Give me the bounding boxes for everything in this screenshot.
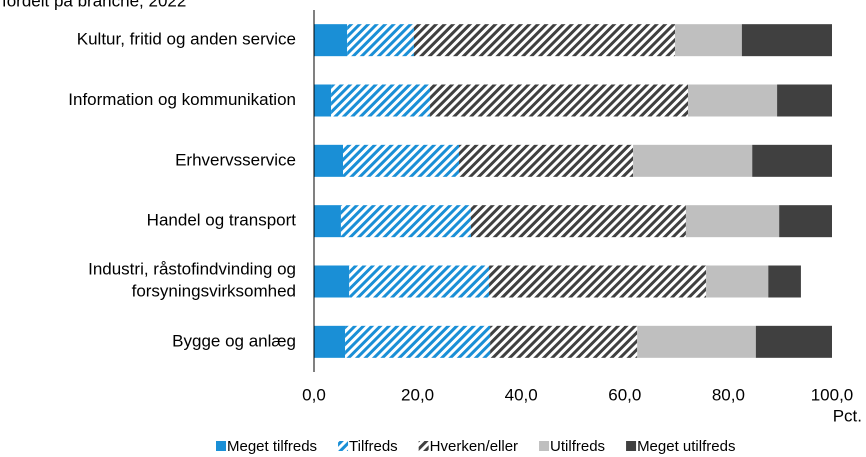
legend-label: Tilfreds xyxy=(349,438,398,455)
x-tick-label: 40,0 xyxy=(505,385,538,404)
bar-segment xyxy=(687,84,778,117)
x-tick-label: 0,0 xyxy=(302,385,326,404)
legend-swatch xyxy=(338,441,349,451)
bar-segment xyxy=(777,84,832,117)
bar-segment xyxy=(314,24,348,57)
bar-segment xyxy=(314,144,344,177)
bar-segment xyxy=(633,144,753,177)
bar-segment xyxy=(314,265,350,298)
bar-segment xyxy=(314,205,341,238)
y-tick-label: Handel og transport xyxy=(147,211,297,230)
bar-segment xyxy=(752,144,832,177)
legend-swatch xyxy=(539,441,550,451)
bar-segment xyxy=(489,265,707,298)
bar-segment xyxy=(347,24,414,57)
bar-segment xyxy=(675,24,742,57)
x-tick-label: 60,0 xyxy=(608,385,641,404)
legend-swatch xyxy=(626,441,637,451)
x-axis-label: Pct. xyxy=(833,406,862,425)
bar-segment xyxy=(685,205,780,238)
bar-segment xyxy=(470,205,686,238)
y-tick-label: Kultur, fritid og anden service xyxy=(77,30,296,49)
x-tick-label: 80,0 xyxy=(712,385,745,404)
bar-segment xyxy=(314,84,332,117)
bar-segment xyxy=(768,265,801,298)
x-tick-label: 20,0 xyxy=(401,385,434,404)
bar-segment xyxy=(459,144,634,177)
chart-title: fordelt på branche, 2022 xyxy=(2,0,186,10)
legend-swatch xyxy=(418,441,429,451)
y-tick-label: Bygge og anlæg xyxy=(172,331,296,350)
legend-label: Utilfreds xyxy=(550,438,605,455)
bar-segment xyxy=(779,205,832,238)
legend-label: Hverken/eller xyxy=(430,438,518,455)
bar-segment xyxy=(345,325,491,358)
x-tick-label: 100,0 xyxy=(811,385,854,404)
bar-segment xyxy=(706,265,769,298)
bar-segment xyxy=(490,325,638,358)
y-tick-label: Information og kommunikation xyxy=(68,90,296,109)
legend-label: Meget tilfreds xyxy=(227,438,317,455)
legend-label: Meget utilfreds xyxy=(637,438,735,455)
bar-segment xyxy=(430,84,688,117)
bar-segment xyxy=(755,325,832,358)
y-tick-label: Industri, råstofindvinding og forsyningsv… xyxy=(88,260,296,301)
bar-segment xyxy=(413,24,676,57)
legend-swatch xyxy=(216,441,226,451)
bar-segment xyxy=(340,205,471,238)
bar-segment xyxy=(741,24,832,57)
bar-segment xyxy=(349,265,490,298)
bar-segment xyxy=(343,144,460,177)
bar-segment xyxy=(331,84,431,117)
y-tick-label: Erhvervsservice xyxy=(175,150,296,169)
bar-segment xyxy=(314,325,346,358)
bar-segment xyxy=(637,325,756,358)
